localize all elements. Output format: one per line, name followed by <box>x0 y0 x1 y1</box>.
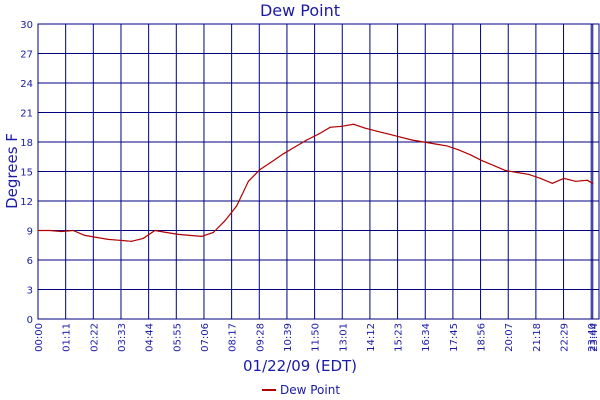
data-point <box>388 133 390 135</box>
x-tick-label: 11:50 <box>311 323 322 352</box>
data-point <box>107 238 109 240</box>
data-point <box>516 171 518 174</box>
data-point <box>493 165 495 167</box>
x-tick-label: 22:29 <box>560 323 571 352</box>
data-point <box>165 231 168 234</box>
data-point <box>271 161 273 163</box>
data-point <box>236 205 238 207</box>
x-tick-label: 08:17 <box>228 323 239 352</box>
data-point <box>72 229 74 232</box>
x-tick-label: 09:28 <box>255 323 266 352</box>
data-point <box>411 139 413 141</box>
data-point <box>212 231 214 234</box>
data-point <box>481 160 483 162</box>
data-point <box>551 182 553 184</box>
legend-swatch <box>262 389 276 391</box>
data-point <box>84 234 86 237</box>
x-tick-label: 05:55 <box>172 323 183 352</box>
data-point <box>329 126 331 128</box>
y-tick-label: 24 <box>20 79 33 90</box>
data-point <box>282 153 285 155</box>
data-point <box>504 169 507 172</box>
y-tick-label: 9 <box>27 227 33 238</box>
data-point <box>154 229 156 232</box>
x-tick-label: 16:34 <box>421 323 432 352</box>
data-point <box>458 149 460 151</box>
data-point <box>399 136 401 138</box>
data-point <box>539 177 542 179</box>
data-point <box>37 229 39 232</box>
x-tick-label: 02:22 <box>89 323 100 352</box>
x-tick-label: 03:33 <box>117 323 128 352</box>
data-point <box>575 180 577 182</box>
data-point <box>528 173 530 176</box>
data-point <box>49 229 51 232</box>
data-point <box>364 127 366 129</box>
y-tick-label: 3 <box>27 286 33 297</box>
y-tick-label: 18 <box>20 138 33 149</box>
data-point <box>189 234 191 237</box>
data-point <box>446 145 448 147</box>
x-tick-label: 21:18 <box>532 323 543 352</box>
data-point <box>259 168 261 171</box>
data-point <box>341 125 343 127</box>
x-tick-label: 04:44 <box>145 323 156 352</box>
data-point <box>201 235 203 237</box>
x-tick-label: 01:11 <box>62 323 73 352</box>
legend: Dew Point <box>262 383 340 397</box>
data-point <box>224 220 226 222</box>
x-tick-label: 17:45 <box>449 323 460 352</box>
data-point <box>95 236 98 238</box>
data-point <box>352 123 355 125</box>
x-tick-label: 07:06 <box>200 323 211 352</box>
data-point <box>130 240 133 242</box>
y-tick-label: 27 <box>20 50 33 61</box>
data-point <box>142 237 144 239</box>
data-point <box>376 130 378 132</box>
x-axis-label: 01/22/09 (EDT) <box>242 357 358 375</box>
data-point <box>586 179 588 181</box>
y-tick-label: 30 <box>20 20 33 31</box>
data-point <box>563 177 565 179</box>
y-tick-label: 12 <box>20 197 33 208</box>
chart-title: Dew Point <box>259 1 341 20</box>
x-tick-label: 15:23 <box>394 323 405 352</box>
y-tick-label: 6 <box>27 256 33 267</box>
data-point <box>119 239 121 241</box>
data-point <box>60 230 62 233</box>
y-tick-label: 0 <box>27 315 33 326</box>
x-tick-label: 14:12 <box>366 323 377 352</box>
data-point <box>306 139 308 141</box>
y-tick-label: 21 <box>20 109 33 120</box>
data-point <box>247 180 249 182</box>
data-point <box>177 233 179 236</box>
x-tick-label: 13:01 <box>338 323 349 352</box>
x-tick-label: 23:40 <box>587 323 598 352</box>
plot-frame <box>37 23 600 320</box>
x-tick-label: 18:56 <box>477 323 488 352</box>
x-tick-label: 00:00 <box>34 323 45 352</box>
legend-label: Dew Point <box>280 383 341 397</box>
data-point <box>434 143 436 145</box>
data-point <box>294 146 296 148</box>
data-point <box>592 182 594 184</box>
x-tick-label: 23:44 <box>589 323 600 352</box>
data-point <box>423 141 425 143</box>
y-tick-label: 15 <box>20 168 33 179</box>
data-point <box>317 133 320 135</box>
data-point <box>469 154 472 156</box>
x-tick-label: 20:07 <box>504 323 515 352</box>
x-tick-label: 10:39 <box>283 323 294 352</box>
